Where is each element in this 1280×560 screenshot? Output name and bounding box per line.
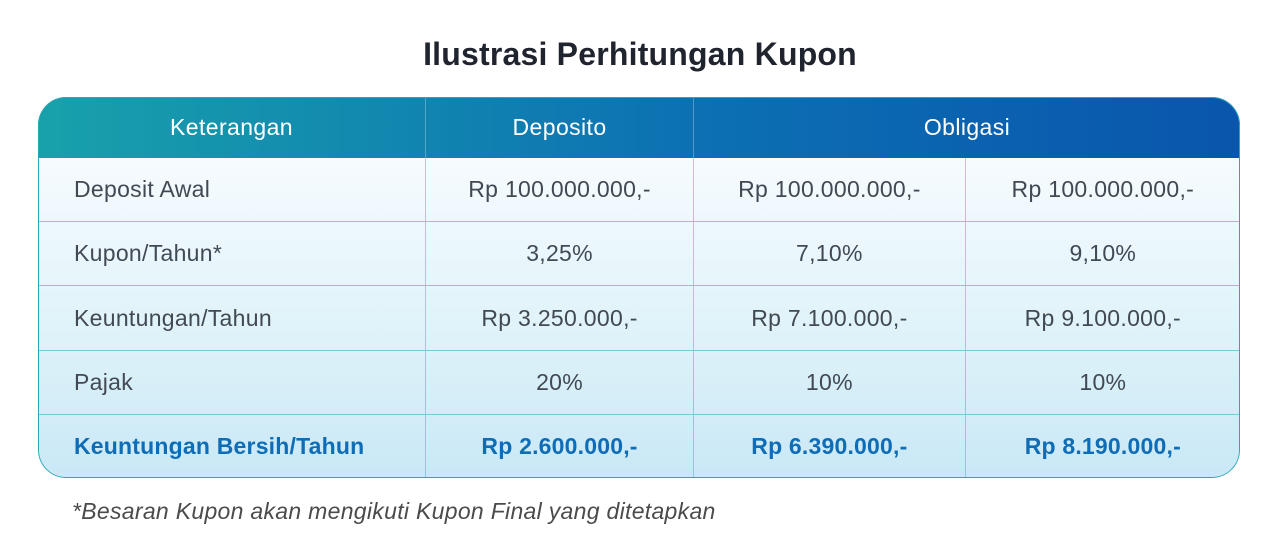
header-deposito: Deposito xyxy=(425,97,693,158)
cell-deposito: Rp 3.250.000,- xyxy=(425,286,693,350)
table-row-keuntungan-bersih: Keuntungan Bersih/Tahun Rp 2.600.000,- R… xyxy=(38,413,1240,478)
footnote: *Besaran Kupon akan mengikuti Kupon Fina… xyxy=(72,498,716,524)
cell-obligasi-2: Rp 100.000.000,- xyxy=(964,158,1240,222)
cell-deposito: Rp 2.600.000,- xyxy=(425,414,693,478)
coupon-illustration-table: Keterangan Deposito Obligasi Deposit Awa… xyxy=(38,97,1240,478)
cell-obligasi-2: 10% xyxy=(964,350,1240,414)
row-label: Deposit Awal xyxy=(74,176,211,203)
cell-obligasi-1: Rp 100.000.000,- xyxy=(693,158,965,222)
cell-deposito: Rp 100.000.000,- xyxy=(425,158,693,222)
cell-obligasi-1: 7,10% xyxy=(693,222,965,286)
cell-obligasi-2: Rp 8.190.000,- xyxy=(964,414,1240,478)
row-label: Kupon/Tahun* xyxy=(74,240,223,267)
header-keterangan: Keterangan xyxy=(170,114,293,140)
page-title: Ilustrasi Perhitungan Kupon xyxy=(423,36,857,72)
table-row-kupon-tahun: Kupon/Tahun* 3,25% 7,10% 9,10% xyxy=(38,221,1240,286)
table-row-deposit-awal: Deposit Awal Rp 100.000.000,- Rp 100.000… xyxy=(38,158,1240,222)
table-row-keuntungan-tahun: Keuntungan/Tahun Rp 3.250.000,- Rp 7.100… xyxy=(38,285,1240,350)
table-body: Deposit Awal Rp 100.000.000,- Rp 100.000… xyxy=(38,158,1240,478)
cell-obligasi-2: 9,10% xyxy=(964,222,1240,286)
cell-obligasi-1: Rp 7.100.000,- xyxy=(693,286,965,350)
cell-deposito: 3,25% xyxy=(425,222,693,286)
row-label: Pajak xyxy=(74,368,134,395)
table-row-pajak: Pajak 20% 10% 10% xyxy=(38,349,1240,414)
row-label: Keuntungan/Tahun xyxy=(74,304,272,331)
header-obligasi: Obligasi xyxy=(693,97,1240,158)
table-header-row: Keterangan Deposito Obligasi xyxy=(38,97,1240,158)
cell-obligasi-1: Rp 6.390.000,- xyxy=(693,414,965,478)
cell-obligasi-1: 10% xyxy=(693,350,965,414)
row-label: Keuntungan Bersih/Tahun xyxy=(74,432,365,459)
cell-obligasi-2: Rp 9.100.000,- xyxy=(964,286,1240,350)
cell-deposito: 20% xyxy=(425,350,693,414)
